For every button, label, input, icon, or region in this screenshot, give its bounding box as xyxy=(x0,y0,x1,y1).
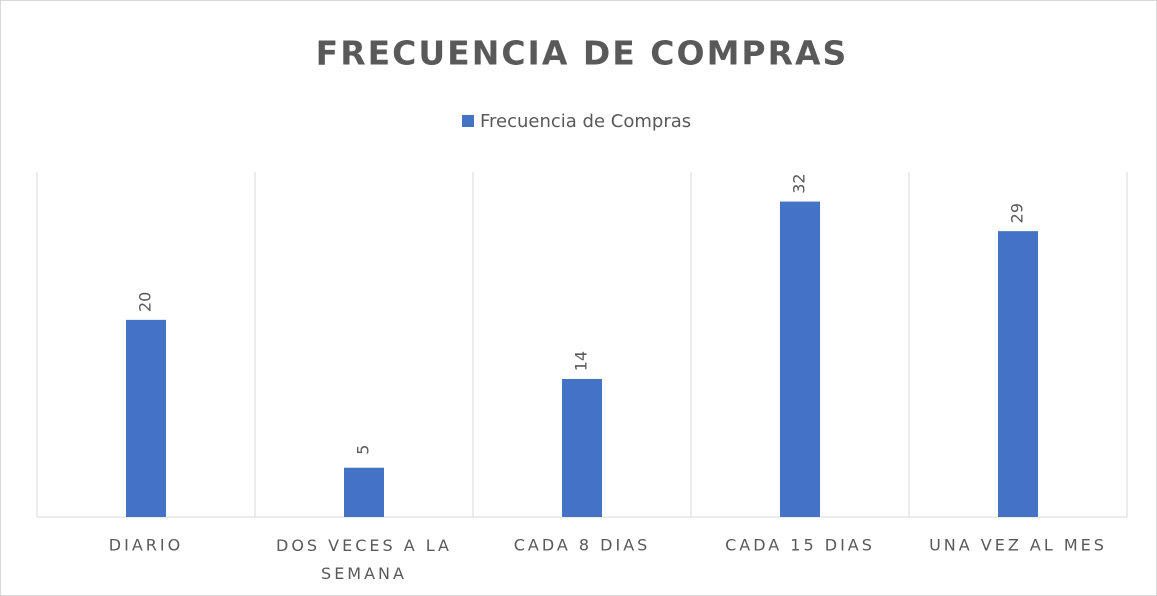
data-label: 5 xyxy=(354,445,373,455)
bar xyxy=(344,467,384,517)
data-label: 29 xyxy=(1008,203,1027,223)
data-label: 32 xyxy=(790,173,809,193)
bar xyxy=(126,319,166,517)
bar xyxy=(562,379,602,517)
bar xyxy=(780,201,820,518)
x-tick-label: DIARIO xyxy=(109,536,183,555)
chart-title: FRECUENCIA DE COMPRAS xyxy=(316,34,849,73)
x-tick-label: DOS VECES A LA SEMANA xyxy=(276,536,452,583)
bar xyxy=(998,231,1038,517)
x-tick-label: CADA 8 DIAS xyxy=(514,536,651,555)
x-tick-label-line: SEMANA xyxy=(321,564,407,583)
x-tick-label: CADA 15 DIAS xyxy=(725,536,875,555)
x-tick-label-line: DOS VECES A LA xyxy=(276,536,452,555)
data-label: 20 xyxy=(136,292,155,312)
legend-swatch xyxy=(462,115,474,127)
data-label: 14 xyxy=(572,351,591,371)
x-tick-label: UNA VEZ AL MES xyxy=(929,536,1107,555)
legend-label: Frecuencia de Compras xyxy=(480,111,691,132)
